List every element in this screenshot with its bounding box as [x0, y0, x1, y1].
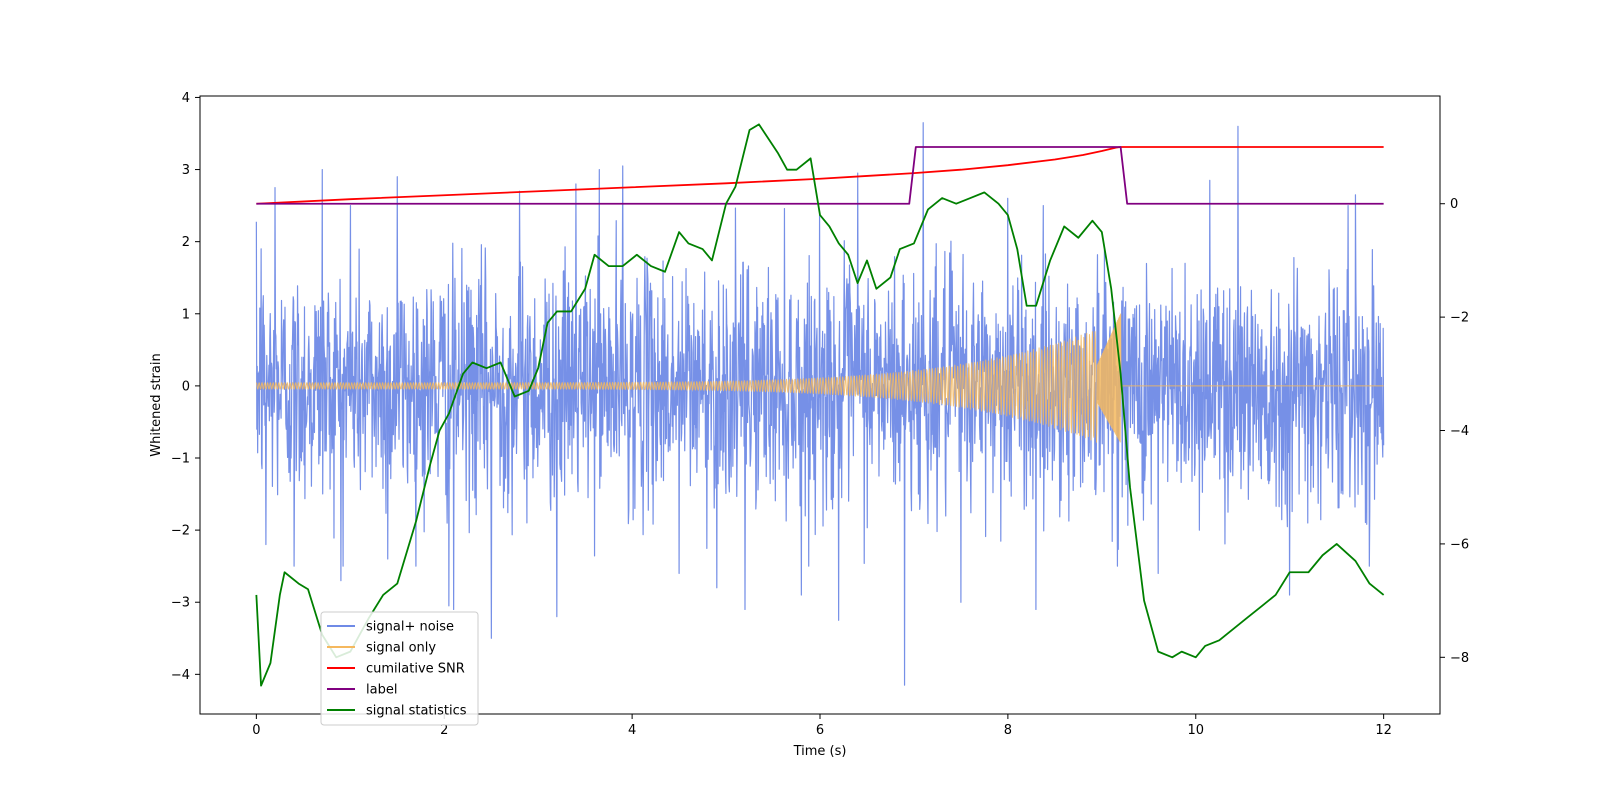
x-tick-label: 4 [628, 723, 636, 738]
x-tick-label: 0 [252, 723, 260, 738]
y-axis-label: Whitened strain [149, 353, 164, 456]
y-tick-label: −3 [171, 596, 190, 611]
y-tick-label: −1 [171, 452, 190, 467]
x-axis-label: Time (s) [793, 744, 847, 759]
x-tick-label: 12 [1375, 723, 1392, 738]
series-line-cumilative-snr [256, 146, 1384, 205]
y-tick-label: 2 [182, 235, 190, 250]
y2-tick-label: −2 [1450, 311, 1469, 326]
x-tick-label: 10 [1187, 723, 1204, 738]
legend-label: label [366, 683, 397, 698]
y2-tick-label: −8 [1450, 651, 1469, 666]
y-axis-left: −4 −3 −2 −1 0 1 2 3 4 [171, 91, 200, 683]
series-line-signal-noise [255, 122, 1385, 686]
legend: signal+ noise signal only cumilative SNR la… [320, 611, 479, 726]
legend-box [320, 611, 479, 726]
series-line-signal-statistics [255, 123, 1385, 687]
x-tick-label: 6 [816, 723, 824, 738]
y2-tick-label: 0 [1450, 197, 1458, 212]
x-axis: 0 2 4 6 8 10 12 [252, 714, 1392, 738]
y-axis-right: −8 −6 −4 −2 0 [1440, 197, 1469, 666]
series-layer [255, 122, 1385, 687]
y2-tick-label: −6 [1450, 537, 1469, 552]
x-tick-label: 2 [440, 723, 448, 738]
y-tick-label: 1 [182, 307, 190, 322]
series-line-label [256, 146, 1384, 205]
y-tick-label: −2 [171, 524, 190, 539]
y-tick-label: −4 [171, 668, 190, 683]
y-tick-label: 4 [182, 91, 190, 106]
series-line-signal-only [255, 313, 1384, 443]
y-tick-label: 3 [182, 163, 190, 178]
legend-label: cumilative SNR [366, 662, 465, 677]
y2-tick-label: −4 [1450, 424, 1469, 439]
legend-label: signal statistics [366, 704, 467, 719]
y-tick-label: 0 [182, 379, 190, 394]
legend-label: signal+ noise [366, 620, 454, 635]
x-tick-label: 8 [1004, 723, 1012, 738]
legend-label: signal only [366, 641, 436, 656]
